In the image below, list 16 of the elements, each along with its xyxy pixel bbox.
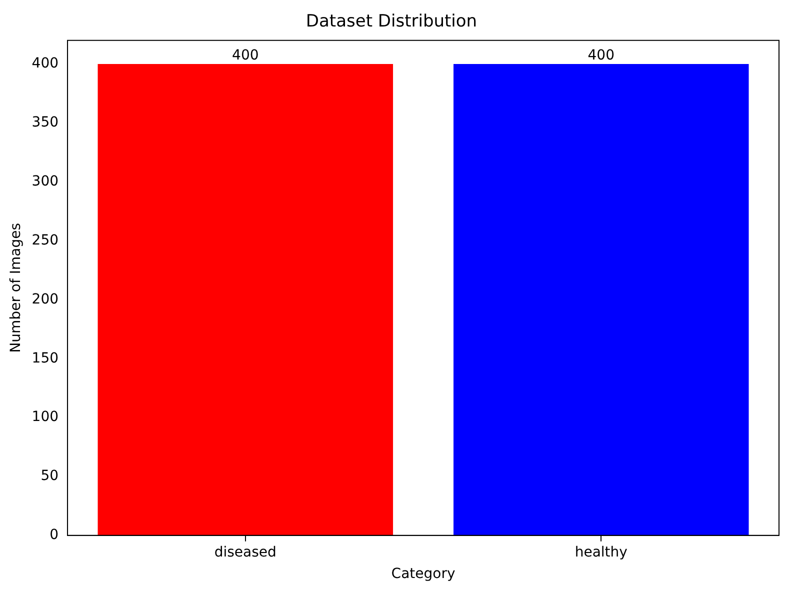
y-tick-label: 200 — [32, 291, 59, 308]
y-tick-label: 50 — [40, 468, 59, 484]
y-tick-label: 400 — [32, 56, 59, 72]
y-axis-title: Number of Images — [8, 223, 24, 353]
chart-title: Dataset Distribution — [306, 12, 478, 32]
y-tick-label: 300 — [32, 173, 59, 190]
y-tick-label: 0 — [50, 527, 59, 544]
y-tick-label: 250 — [32, 232, 59, 248]
data-label: 400 — [232, 48, 259, 64]
x-axis-title: Category — [391, 566, 456, 582]
x-tick-label: diseased — [214, 544, 276, 560]
y-tick-label: 350 — [32, 114, 59, 131]
data-label: 400 — [588, 48, 614, 64]
y-tick-label: 150 — [32, 350, 59, 366]
x-tick-label: healthy — [574, 544, 628, 560]
y-tick-label: 100 — [32, 409, 59, 426]
